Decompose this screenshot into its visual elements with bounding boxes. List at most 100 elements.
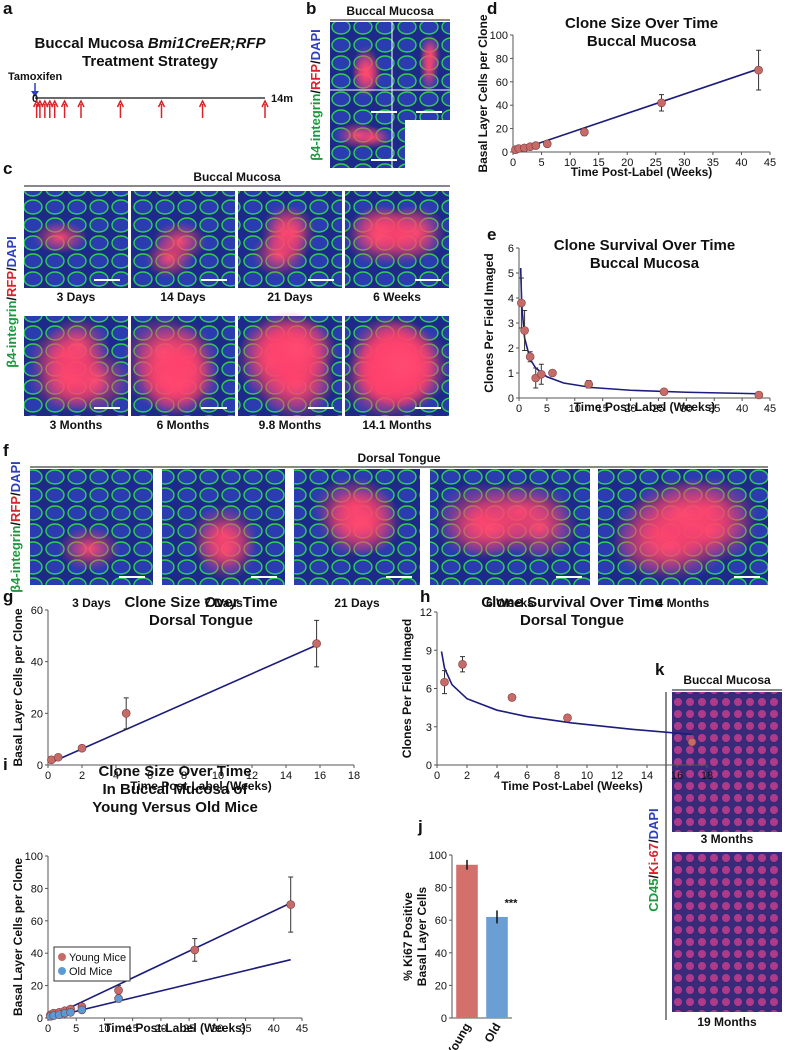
image-caption: 6 Weeks bbox=[486, 596, 534, 610]
rfp-signal bbox=[385, 204, 447, 261]
y-tick-label: 0 bbox=[37, 1013, 43, 1025]
panel-letter: j bbox=[417, 817, 423, 836]
data-point bbox=[580, 127, 589, 137]
stain-part: β4-integrin bbox=[4, 301, 19, 368]
stain-part: DAPI bbox=[4, 236, 19, 267]
stain-part: DAPI bbox=[8, 461, 23, 492]
x-tick-label: 30 bbox=[678, 157, 690, 169]
x-tick-label: 0 bbox=[45, 770, 51, 782]
x-axis-label: Time Post-Label (Weeks) bbox=[574, 400, 716, 414]
title-part: Buccal Mucosa bbox=[35, 35, 148, 52]
harvest-arrow bbox=[46, 99, 54, 118]
data-point bbox=[312, 639, 321, 648]
legend-box bbox=[53, 946, 131, 982]
panel-heading: Buccal Mucosa bbox=[683, 673, 771, 687]
panel-letter: c bbox=[3, 159, 12, 178]
image-caption: 14 Days bbox=[160, 290, 206, 304]
x-tick-label: 5 bbox=[538, 157, 544, 169]
data-point bbox=[537, 369, 546, 379]
x-tick-label: 15 bbox=[127, 1023, 139, 1035]
data-point bbox=[517, 298, 526, 308]
x-tick-label: 45 bbox=[764, 403, 776, 415]
stain-part: CD45 bbox=[646, 878, 661, 911]
stain-part: β4-integrin bbox=[8, 526, 23, 593]
y-tick-label: 1 bbox=[508, 368, 514, 380]
y-tick-label: 4 bbox=[508, 293, 514, 305]
data-point bbox=[563, 713, 572, 723]
data-point bbox=[121, 709, 131, 718]
stain-part: / bbox=[646, 874, 661, 878]
x-tick-label: 40 bbox=[268, 1023, 280, 1035]
fit-line bbox=[47, 958, 291, 1019]
legend-marker bbox=[58, 953, 66, 961]
timeline-end: 14m bbox=[271, 93, 293, 105]
data-point bbox=[286, 900, 296, 909]
y-tick-label: 0 bbox=[441, 1013, 447, 1025]
harvest-arrow bbox=[157, 99, 166, 118]
x-tick-label: 10 bbox=[564, 157, 576, 169]
panel-letter: d bbox=[487, 0, 497, 18]
chart-title: Buccal Mucosa bbox=[590, 255, 700, 272]
panel-letter: k bbox=[655, 660, 665, 679]
fit-line bbox=[512, 68, 759, 153]
y-axis-label: Basal Layer Cells per Clone bbox=[11, 608, 25, 766]
rfp-signal bbox=[500, 495, 579, 561]
stain-part: Ki-67 bbox=[646, 843, 661, 875]
x-tick-label: 0 bbox=[45, 1023, 51, 1035]
y-tick-label: 6 bbox=[508, 243, 514, 255]
panel-letter: g bbox=[3, 587, 13, 606]
x-tick-label: 30 bbox=[680, 403, 692, 415]
panel-title: Treatment Strategy bbox=[82, 53, 219, 70]
legend-marker bbox=[58, 967, 66, 975]
y-tick-label: 3 bbox=[508, 318, 514, 330]
stain-part: / bbox=[308, 90, 323, 94]
y-tick-label: 60 bbox=[435, 915, 447, 927]
panel-letter: h bbox=[420, 587, 430, 606]
data-point bbox=[114, 986, 123, 995]
x-axis-label: Time Post-Label (Weeks) bbox=[130, 779, 272, 793]
image-caption: 3 Months bbox=[50, 418, 103, 432]
stain-part: DAPI bbox=[308, 29, 323, 60]
panel-letter: f bbox=[3, 441, 9, 460]
y-tick-label: 0 bbox=[502, 147, 508, 159]
micrograph bbox=[672, 692, 782, 832]
data-point bbox=[520, 326, 529, 335]
y-tick-label: 12 bbox=[420, 607, 432, 619]
harvest-arrow bbox=[77, 99, 85, 118]
data-point bbox=[77, 743, 87, 753]
x-tick-label: Young bbox=[443, 1021, 473, 1050]
x-tick-label: 0 bbox=[434, 770, 440, 782]
chart-title: Dorsal Tongue bbox=[149, 612, 253, 629]
x-tick-label: 6 bbox=[147, 770, 153, 782]
rfp-signal bbox=[419, 34, 442, 75]
rfp-signal bbox=[251, 231, 307, 278]
data-point bbox=[77, 1005, 87, 1015]
chart-title: Clone Survival Over Time bbox=[554, 237, 735, 254]
panel-letter: e bbox=[487, 225, 496, 244]
stain-part: β4-integrin bbox=[308, 94, 323, 161]
stain-part: / bbox=[4, 297, 19, 301]
x-tick-label: 5 bbox=[544, 403, 550, 415]
x-tick-label: 16 bbox=[671, 770, 683, 782]
y-axis-label: Basal Layer Cells per Clone bbox=[476, 14, 490, 172]
x-tick-label: 35 bbox=[239, 1023, 251, 1035]
y-axis-label: Basal Layer Cells per Clone bbox=[11, 858, 25, 1016]
x-axis-label: Time Post-Label (Weeks) bbox=[501, 779, 643, 793]
chart-title: Clone Size Over Time bbox=[124, 594, 277, 611]
micrograph bbox=[672, 852, 782, 1012]
stain-part: / bbox=[8, 492, 23, 496]
data-point bbox=[659, 387, 669, 397]
x-tick-label: 4 bbox=[113, 770, 119, 782]
image-caption: 3 Days bbox=[57, 290, 96, 304]
legend-label: Old Mice bbox=[69, 966, 112, 978]
image-caption: 6 Months bbox=[157, 418, 210, 432]
y-tick-label: 40 bbox=[496, 100, 508, 112]
x-tick-label: 15 bbox=[597, 403, 609, 415]
title-part: Bmi1CreER;RFP bbox=[148, 35, 267, 52]
chart-title: Buccal Mucosa bbox=[587, 33, 697, 50]
stain-part: / bbox=[308, 60, 323, 64]
y-tick-label: 20 bbox=[496, 124, 508, 136]
y-tick-label: 80 bbox=[496, 53, 508, 65]
stain-part: RFP bbox=[8, 496, 23, 522]
